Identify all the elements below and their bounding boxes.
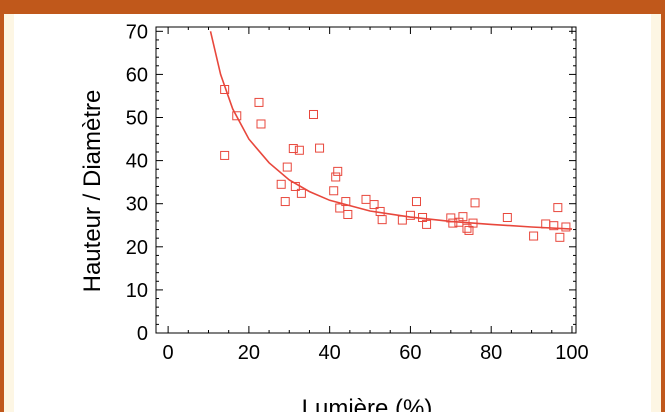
data-point (561, 222, 571, 232)
fit-curve (209, 31, 573, 230)
data-point (464, 225, 474, 235)
x-tick-label: 60 (399, 342, 421, 364)
data-point (309, 109, 318, 119)
x-tick-label: 20 (238, 342, 260, 364)
data-point (422, 219, 432, 229)
data-point (555, 232, 565, 242)
data-point (553, 203, 563, 213)
data-point (470, 198, 480, 208)
data-point (282, 162, 292, 172)
data-point (220, 150, 230, 160)
data-point (369, 200, 379, 210)
data-point (256, 119, 266, 129)
chart-panel: 0 20 40 60 80 100 0 10 20 30 40 50 60 70 Lumière (%) … (14, 14, 651, 412)
y-tick-label: 10 (126, 280, 148, 302)
y-tick-label: 70 (126, 21, 148, 43)
data-point (448, 218, 458, 228)
y-tick-label: 30 (126, 194, 148, 216)
data-point (468, 218, 478, 228)
data-point (377, 215, 387, 225)
data-point (541, 219, 551, 229)
data-point (294, 145, 304, 155)
y-tick-label: 60 (126, 64, 148, 86)
x-tick-label: 0 (163, 342, 174, 364)
data-point (315, 143, 325, 153)
data-point (296, 188, 306, 198)
data-point (341, 197, 351, 207)
data-point (254, 97, 264, 107)
data-point (549, 221, 559, 231)
data-point (343, 209, 353, 219)
data-point (405, 210, 415, 220)
y-tick-label: 0 (137, 323, 148, 345)
data-point (331, 172, 341, 182)
data-point (529, 231, 539, 241)
data-point (502, 212, 512, 222)
data-point (232, 111, 242, 121)
data-point (411, 197, 421, 207)
x-axis-title: Lumière (%) (302, 395, 433, 412)
data-point (458, 212, 468, 222)
data-point (361, 194, 371, 204)
y-tick-label: 40 (126, 151, 148, 173)
y-tick-label: 50 (126, 108, 148, 130)
data-point (333, 166, 343, 176)
data-points-layer (220, 84, 571, 242)
plot-border (155, 26, 577, 334)
data-point (290, 181, 300, 191)
data-point (276, 179, 286, 189)
data-point (329, 186, 339, 196)
y-axis-title: Hauteur / Diamètre (79, 90, 106, 293)
y-tick-label: 20 (126, 237, 148, 259)
fit-curve-layer (209, 31, 573, 230)
data-point (462, 223, 472, 233)
x-tick-label: 40 (319, 342, 341, 364)
data-point (280, 197, 290, 207)
data-point (335, 203, 345, 213)
data-point (397, 215, 407, 225)
data-point (288, 144, 298, 154)
x-tick-label: 100 (555, 342, 588, 364)
x-tick-label: 80 (480, 342, 502, 364)
axes: 0 20 40 60 80 100 0 10 20 30 40 50 60 70 (126, 21, 589, 364)
data-point (220, 84, 230, 94)
